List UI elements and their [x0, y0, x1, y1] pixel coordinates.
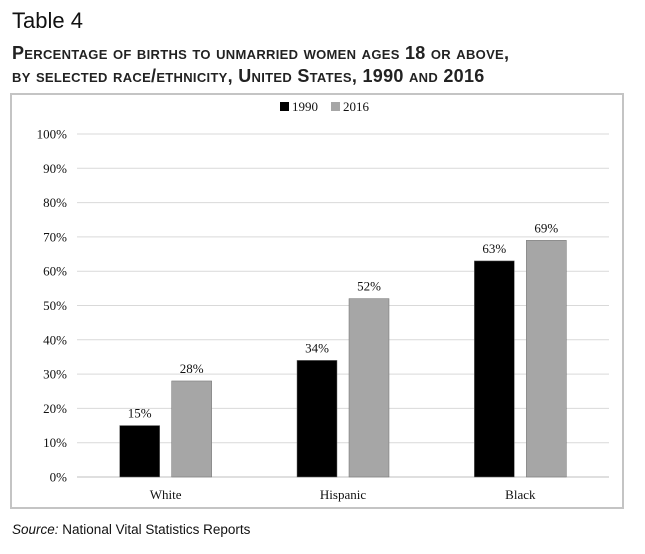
x-category-label: White — [150, 487, 182, 502]
y-tick-label: 30% — [43, 367, 67, 382]
source-label: Source: — [12, 522, 59, 537]
data-label: 52% — [357, 279, 381, 294]
y-tick-label: 60% — [43, 264, 67, 279]
data-label: 28% — [180, 361, 204, 376]
data-label: 34% — [305, 340, 329, 355]
chart-title-line-1: Percentage of births to unmarried women … — [12, 43, 510, 63]
y-tick-label: 90% — [43, 161, 67, 176]
chart-frame: 0% 10% 20% 30% 40% 50% 60% 70% 80% 90% 100% 15% 28% W… — [10, 93, 624, 509]
bar-1990-white — [119, 425, 160, 478]
y-tick-label: 70% — [43, 229, 67, 244]
legend-swatch-1990 — [280, 102, 289, 111]
x-category-label: Hispanic — [320, 487, 366, 502]
y-tick-label: 0% — [50, 470, 68, 485]
data-label: 69% — [534, 220, 558, 235]
y-tick-label: 10% — [43, 435, 67, 450]
bar-chart: 0% 10% 20% 30% 40% 50% 60% 70% 80% 90% 100% 15% 28% W… — [37, 99, 609, 502]
y-tick-label: 50% — [43, 298, 67, 313]
bar-2016-hispanic — [348, 298, 390, 478]
y-tick-label: 80% — [43, 195, 67, 210]
bar-1990-hispanic — [296, 360, 338, 478]
legend-label-2016: 2016 — [343, 99, 370, 114]
y-tick-label: 100% — [37, 127, 68, 142]
y-tick-label: 40% — [43, 332, 67, 347]
source-note: Source: National Vital Statistics Report… — [12, 522, 250, 537]
bar-2016-white — [171, 380, 212, 478]
x-category-label: Black — [505, 487, 536, 502]
legend-swatch-2016 — [331, 102, 340, 111]
legend-label-1990: 1990 — [292, 99, 318, 114]
source-text: National Vital Statistics Reports — [62, 522, 251, 537]
table-label: Table 4 — [12, 8, 83, 33]
y-tick-label: 20% — [43, 401, 67, 416]
bar-2016-black — [526, 240, 567, 478]
bar-1990-black — [474, 260, 515, 478]
data-label: 63% — [482, 241, 506, 256]
chart-title: Percentage of births to unmarried women … — [12, 42, 637, 88]
chart-title-line-2: by selected race/ethnicity, United State… — [12, 66, 485, 86]
data-label: 15% — [128, 406, 152, 421]
